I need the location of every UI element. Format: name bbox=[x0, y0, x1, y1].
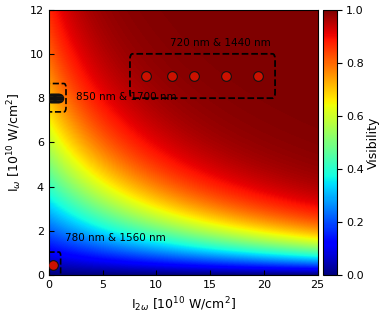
Text: 850 nm & 1700 nm: 850 nm & 1700 nm bbox=[76, 92, 176, 102]
Y-axis label: I$_{\omega}$ [10$^{10}$ W/cm$^2$]: I$_{\omega}$ [10$^{10}$ W/cm$^2$] bbox=[5, 93, 24, 192]
Y-axis label: Visibility: Visibility bbox=[367, 116, 380, 169]
Text: 720 nm & 1440 nm: 720 nm & 1440 nm bbox=[170, 38, 271, 48]
Text: 780 nm & 1560 nm: 780 nm & 1560 nm bbox=[65, 233, 166, 243]
X-axis label: I$_{2\omega}$ [10$^{10}$ W/cm$^2$]: I$_{2\omega}$ [10$^{10}$ W/cm$^2$] bbox=[131, 296, 236, 315]
